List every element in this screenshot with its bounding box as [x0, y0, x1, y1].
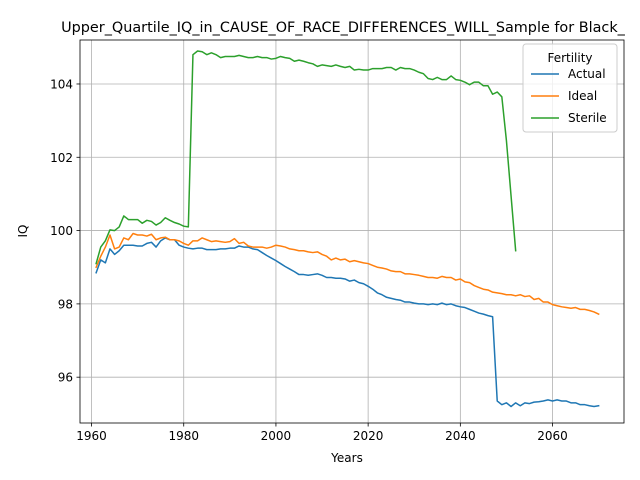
- series-line-actual: [95, 237, 600, 408]
- series-line-ideal: [95, 232, 600, 316]
- legend-label-actual: Actual: [568, 67, 606, 81]
- y-tick-label: 96: [58, 371, 73, 385]
- chart-title: Upper_Quartile_IQ_in_CAUSE_OF_RACE_DIFFE…: [61, 20, 626, 36]
- series-line-sterile: [95, 50, 517, 265]
- y-axis-label: IQ: [16, 225, 30, 238]
- x-tick-label: 1960: [76, 429, 107, 443]
- legend-label-ideal: Ideal: [568, 89, 597, 103]
- axis-ticks: 1960 1980 2000 2020 2040 2060 96 98 100 102 104: [50, 77, 568, 443]
- x-tick-label: 2000: [261, 429, 292, 443]
- legend-items: Actual Ideal Sterile: [531, 67, 607, 125]
- y-tick-label: 104: [50, 77, 73, 91]
- y-tick-label: 98: [58, 297, 73, 311]
- x-tick-label: 2020: [353, 429, 384, 443]
- series-lines: [95, 50, 600, 408]
- y-tick-label: 102: [50, 151, 73, 165]
- x-axis-label: Years: [330, 451, 363, 465]
- legend-box: [522, 43, 618, 133]
- plot-frame: [79, 39, 625, 424]
- legend-title: Fertility: [547, 51, 592, 65]
- legend: Fertility Actual Ideal Sterile: [522, 43, 618, 133]
- x-tick-label: 1980: [168, 429, 199, 443]
- x-tick-label: 2040: [445, 429, 476, 443]
- x-tick-label: 2060: [537, 429, 568, 443]
- y-tick-label: 100: [50, 224, 73, 238]
- legend-label-sterile: Sterile: [568, 111, 607, 125]
